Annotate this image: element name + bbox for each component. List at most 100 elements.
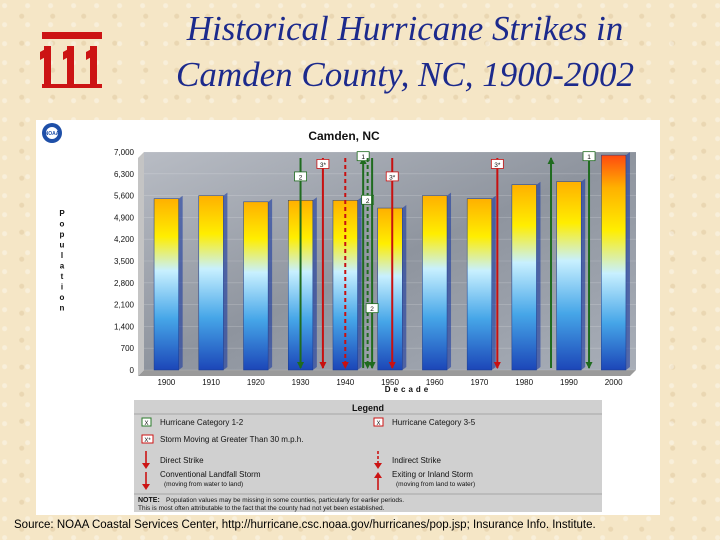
bar: [466, 198, 493, 371]
y-axis-label-char: o: [60, 220, 65, 229]
y-tick-label: 3,500: [114, 257, 135, 266]
bar-side: [581, 178, 586, 370]
x-tick-label: 1910: [202, 378, 220, 387]
y-tick-label: 4,200: [114, 235, 135, 244]
legend-note-line2: This is most often attributable to the f…: [138, 505, 385, 512]
bar-side: [447, 192, 452, 370]
chart-title: Camden, NC: [308, 129, 380, 143]
bar-side: [223, 192, 228, 370]
chart-figure: NOAA Camden, NC 0 700 1,400 2,100 2,800 3,500…: [36, 120, 660, 515]
slide-title: Historical Hurricane Strikes in Camden C…: [120, 6, 690, 98]
y-axis-label-char: p: [60, 230, 65, 239]
legend-indirect-text: Indirect Strike: [392, 456, 441, 465]
bar-side: [491, 195, 496, 370]
x-tick-label: 1980: [515, 378, 533, 387]
strike-label-box: [356, 151, 370, 162]
source-footnote: Source: NOAA Coastal Services Center, ht…: [14, 519, 596, 531]
y-tick-label: 1,400: [114, 322, 135, 331]
strike-label: 3*: [494, 162, 501, 169]
y-axis-label-char: a: [60, 262, 65, 271]
y-axis-label-char: o: [60, 293, 65, 302]
x-tick-label: 1990: [560, 378, 578, 387]
hurricane-chart: NOAA Camden, NC 0 700 1,400 2,100 2,800 3,500…: [42, 123, 636, 512]
bar-side: [268, 198, 273, 370]
y-tick-label: 5,600: [114, 192, 135, 201]
strike-label: 1: [361, 154, 365, 161]
legend-cat35-swatch: [373, 417, 384, 427]
legend-direct-text: Direct Strike: [160, 456, 204, 465]
y-axis-label-char: u: [60, 241, 65, 250]
noaa-text: NOAA: [45, 131, 60, 137]
strike-label-box: [316, 159, 330, 169]
x-tick-label: 1950: [381, 378, 399, 387]
bar-side: [357, 197, 362, 370]
noaa-badge: NOAA: [42, 123, 62, 143]
y-tick-label: 700: [121, 344, 135, 353]
plot-floor: [138, 370, 636, 376]
bar: [601, 154, 627, 371]
bar-side: [178, 195, 183, 370]
y-tick-label: 0: [130, 366, 135, 375]
x-tick-label: 2000: [605, 378, 623, 387]
y-axis-label-char: n: [60, 304, 65, 313]
legend-exit-text: Exiting or Inland Storm: [392, 470, 473, 479]
y-axis-label-char: P: [59, 209, 65, 218]
bar: [198, 195, 224, 371]
x-tick-label: 1930: [292, 378, 310, 387]
bar: [153, 198, 179, 371]
strike-label: 2: [370, 306, 374, 313]
bar: [377, 207, 403, 371]
bar: [556, 181, 582, 371]
bars: [153, 152, 630, 371]
strike-label-box: [582, 151, 596, 162]
x-tick-label: 1960: [426, 378, 444, 387]
strike-label: 2: [299, 174, 303, 181]
strike-arrowhead-down: [319, 362, 327, 369]
legend-exit-arrowhead-icon: [374, 472, 382, 478]
bar: [422, 195, 448, 371]
legend-cat12-text: Hurricane Category 1-2: [160, 418, 244, 427]
legend-cat35-symbol: X: [376, 421, 380, 427]
y-tick-label: 6,300: [114, 170, 135, 179]
strike-arrowhead-down: [297, 362, 305, 369]
strike-arrowhead-down: [368, 362, 376, 369]
legend-fast-text: Storm Moving at Greater Than 30 m.p.h.: [160, 435, 303, 444]
strike-label: 1: [587, 154, 591, 161]
y-tick-label: 4,900: [114, 213, 135, 222]
strike-arrowhead-down: [364, 362, 372, 369]
strike-arrowhead-down: [341, 362, 349, 369]
legend-note-line1: Population values may be missing in some…: [166, 497, 404, 504]
legend-fast-symbol: X*: [144, 438, 151, 444]
bar-side: [402, 205, 407, 370]
strike-label: 2: [366, 198, 370, 205]
plot-wall: [138, 152, 144, 376]
title-line-1: Historical Hurricane Strikes in: [186, 9, 624, 48]
chart-legend: Legend X Hurricane Category 1-2 X Hurric…: [134, 400, 602, 512]
legend-cat12-swatch: [141, 417, 152, 427]
x-tick-label: 1920: [247, 378, 265, 387]
legend-cat35-text: Hurricane Category 3-5: [392, 418, 476, 427]
iii-logo: [40, 32, 102, 88]
y-axis-label-char: l: [61, 251, 63, 260]
legend-exit-sub: (moving from land to water): [396, 481, 475, 488]
bar-side: [312, 197, 317, 370]
strike-label-box: [385, 171, 399, 182]
legend-note-label: NOTE:: [138, 497, 160, 504]
strike-arrowhead-down: [388, 362, 396, 369]
x-axis-ticks: 1900 1910 1920 1930 1940 1950 1960 1970 1980 1990…: [157, 378, 623, 387]
y-tick-label: 2,800: [114, 279, 135, 288]
x-tick-label: 1940: [336, 378, 354, 387]
legend-direct-arrowhead-icon: [142, 463, 150, 469]
legend-landfall-arrowhead-icon: [142, 484, 150, 490]
strike-label-box: [361, 194, 375, 205]
strike-label-box: [490, 159, 504, 169]
strike-markers: 2 3* 1 2 2 3* 3* 1: [294, 151, 596, 369]
bar-side: [625, 152, 630, 370]
y-axis-label-char: t: [61, 272, 64, 281]
strike-arrowhead-down: [493, 362, 501, 369]
legend-cat12-symbol: X: [144, 421, 148, 427]
title-line-2: Camden County, NC, 1900-2002: [176, 55, 634, 94]
legend-landfall-text: Conventional Landfall Storm: [160, 470, 261, 479]
x-tick-label: 1900: [157, 378, 175, 387]
